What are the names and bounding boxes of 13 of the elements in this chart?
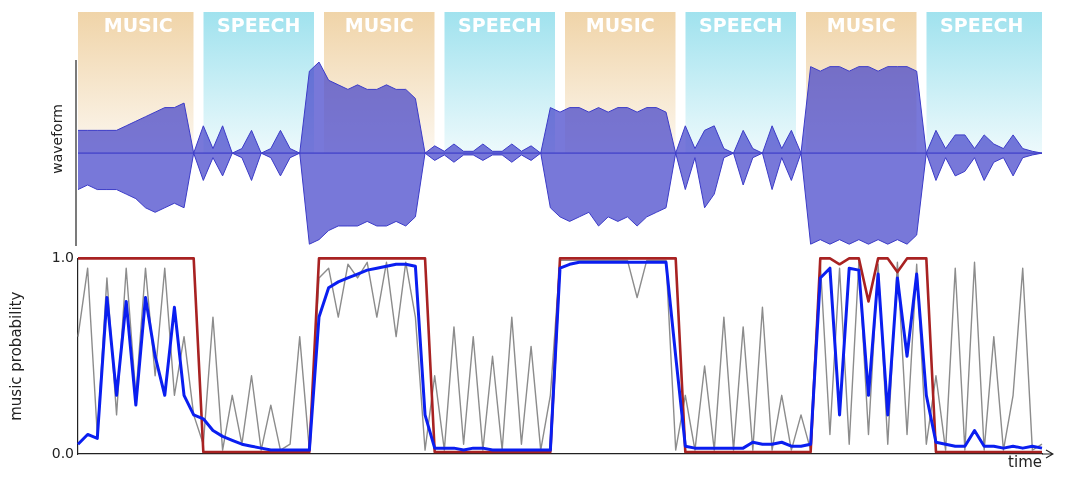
text: SPEECH <box>699 14 783 37</box>
text: MUSIC <box>585 14 655 37</box>
y-axis-title: waveform <box>48 104 65 174</box>
text: MUSIC <box>103 14 173 37</box>
text: SPEECH <box>458 14 542 37</box>
text: MUSIC <box>344 14 414 37</box>
text: MUSIC <box>826 14 896 37</box>
y-tick-label: 1.0 <box>51 249 74 266</box>
y-axis-title: music probability <box>6 291 25 421</box>
text: SPEECH <box>217 14 301 37</box>
x-axis-title: time <box>1008 452 1042 471</box>
y-tick-label: 0.0 <box>51 444 74 461</box>
text: SPEECH <box>940 14 1024 37</box>
